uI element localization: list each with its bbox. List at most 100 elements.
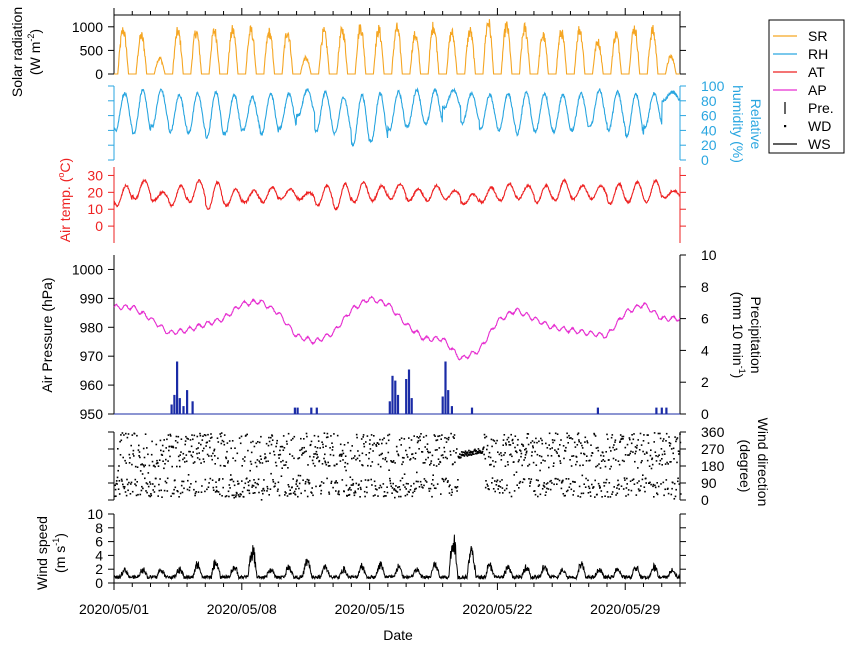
wind-direction-point: [382, 495, 385, 498]
wind-direction-point: [614, 441, 616, 443]
temperature-tick-label: 0: [95, 218, 103, 234]
wind-direction-point: [419, 480, 422, 483]
wind-direction-point: [463, 454, 465, 456]
wind-direction-point: [356, 457, 359, 460]
wind-direction-point: [150, 494, 153, 497]
wind-direction-point: [419, 435, 421, 438]
wind-direction-point: [448, 485, 450, 488]
wind-direction-point: [526, 437, 528, 439]
wind-direction-point: [398, 439, 401, 441]
wind-direction-point: [369, 439, 371, 441]
wind_speed-tick-label: 2: [95, 561, 103, 577]
wind-direction-point: [117, 488, 120, 490]
wind-direction-point: [630, 489, 633, 492]
wind-direction-point: [239, 442, 242, 445]
pressure-ylabel: Air Pressure (hPa): [39, 277, 55, 392]
wind-direction-point: [374, 494, 376, 496]
wind-direction-point: [289, 489, 291, 491]
wind-direction-point: [192, 462, 195, 464]
precipitation-tick-label: 0: [701, 406, 709, 422]
wind-direction-point: [167, 434, 170, 436]
wind-direction-point: [668, 442, 671, 444]
precipitation-bar: [315, 407, 318, 414]
wind-direction-point: [185, 460, 188, 463]
wind-direction-point: [492, 460, 494, 462]
wind-direction-point: [387, 451, 390, 454]
axes: 0500100002040608010001020309509609709809…: [72, 8, 725, 617]
wind-direction-point: [306, 495, 309, 498]
wind-direction-point: [575, 456, 578, 458]
wind-direction-point: [210, 455, 213, 457]
wind-direction-point: [438, 435, 441, 437]
wind_speed-tick-label: 0: [95, 575, 103, 591]
wind-direction-point: [123, 486, 126, 488]
wind-direction-point: [432, 474, 434, 476]
wind-direction-point: [265, 460, 267, 463]
wind-direction-point: [221, 439, 224, 442]
wind-direction-point: [468, 451, 471, 454]
wind-direction-point: [345, 484, 348, 487]
wind-direction-point: [637, 439, 639, 441]
wind-direction-point: [485, 435, 488, 438]
wind-direction-point: [188, 486, 191, 489]
wind-direction-point: [394, 462, 396, 464]
wind-direction-point: [331, 442, 333, 444]
wind-direction-point: [396, 491, 399, 493]
wind-direction-point: [482, 448, 484, 450]
wind-direction-point: [588, 487, 591, 490]
wind-direction-point: [193, 434, 196, 437]
wind-direction-point: [640, 444, 643, 446]
wind-direction-point: [250, 463, 253, 465]
wind-direction-point: [558, 479, 561, 482]
wind-direction-point: [615, 494, 617, 496]
wind-direction-point: [655, 460, 658, 462]
wind-direction-point: [251, 484, 254, 487]
wind-direction-point: [186, 437, 188, 440]
wind-direction-point: [235, 494, 237, 496]
wind-direction-point: [418, 448, 420, 450]
wind-direction-point: [153, 491, 156, 493]
wind-direction-point: [140, 489, 143, 492]
wind-direction-point: [505, 442, 507, 444]
wind-direction-point: [564, 450, 567, 452]
wind-direction-point: [578, 440, 580, 443]
wind-direction-point: [403, 473, 406, 475]
wind-direction-point: [343, 444, 346, 446]
wind-direction-point: [130, 483, 132, 485]
wind-direction-point: [196, 435, 199, 438]
wind-direction-point: [537, 485, 540, 487]
wind-direction-point: [519, 450, 522, 452]
wind-direction-point: [402, 461, 404, 463]
wind-direction-point: [565, 478, 568, 480]
wind-direction-point: [390, 485, 393, 487]
wind-direction-point: [567, 442, 569, 444]
wind-direction-point: [161, 454, 164, 456]
wind-direction-point: [150, 453, 153, 456]
wind-direction-point: [377, 495, 379, 497]
wind-direction-point: [258, 491, 260, 494]
wind-direction-point: [672, 447, 675, 450]
wind-direction-point: [312, 462, 315, 465]
wind-direction-point: [610, 450, 612, 452]
wind-direction-point: [194, 492, 197, 495]
wind-direction-point: [245, 434, 247, 437]
wind-direction-point: [392, 460, 395, 462]
x-tick-label: 2020/05/29: [590, 601, 660, 617]
wind-direction-point: [128, 462, 131, 464]
wind-direction-point: [422, 487, 424, 489]
wind-direction-point: [481, 452, 483, 454]
precipitation-bar: [394, 380, 397, 414]
wind-direction-point: [381, 438, 384, 441]
wind-direction-point: [637, 488, 640, 490]
wind-direction-point: [436, 439, 439, 441]
wind-direction-point: [148, 464, 151, 467]
wind-direction-point: [653, 432, 656, 434]
wind-direction-point: [116, 483, 118, 485]
wind-direction-point: [320, 489, 323, 492]
wind-direction-point: [544, 494, 547, 496]
wind-direction-point: [321, 441, 323, 443]
humidity-tick-label: 80: [701, 93, 717, 109]
wind-direction-point: [476, 452, 479, 454]
wind-direction-point: [384, 495, 386, 497]
wind-direction-point: [613, 444, 615, 446]
